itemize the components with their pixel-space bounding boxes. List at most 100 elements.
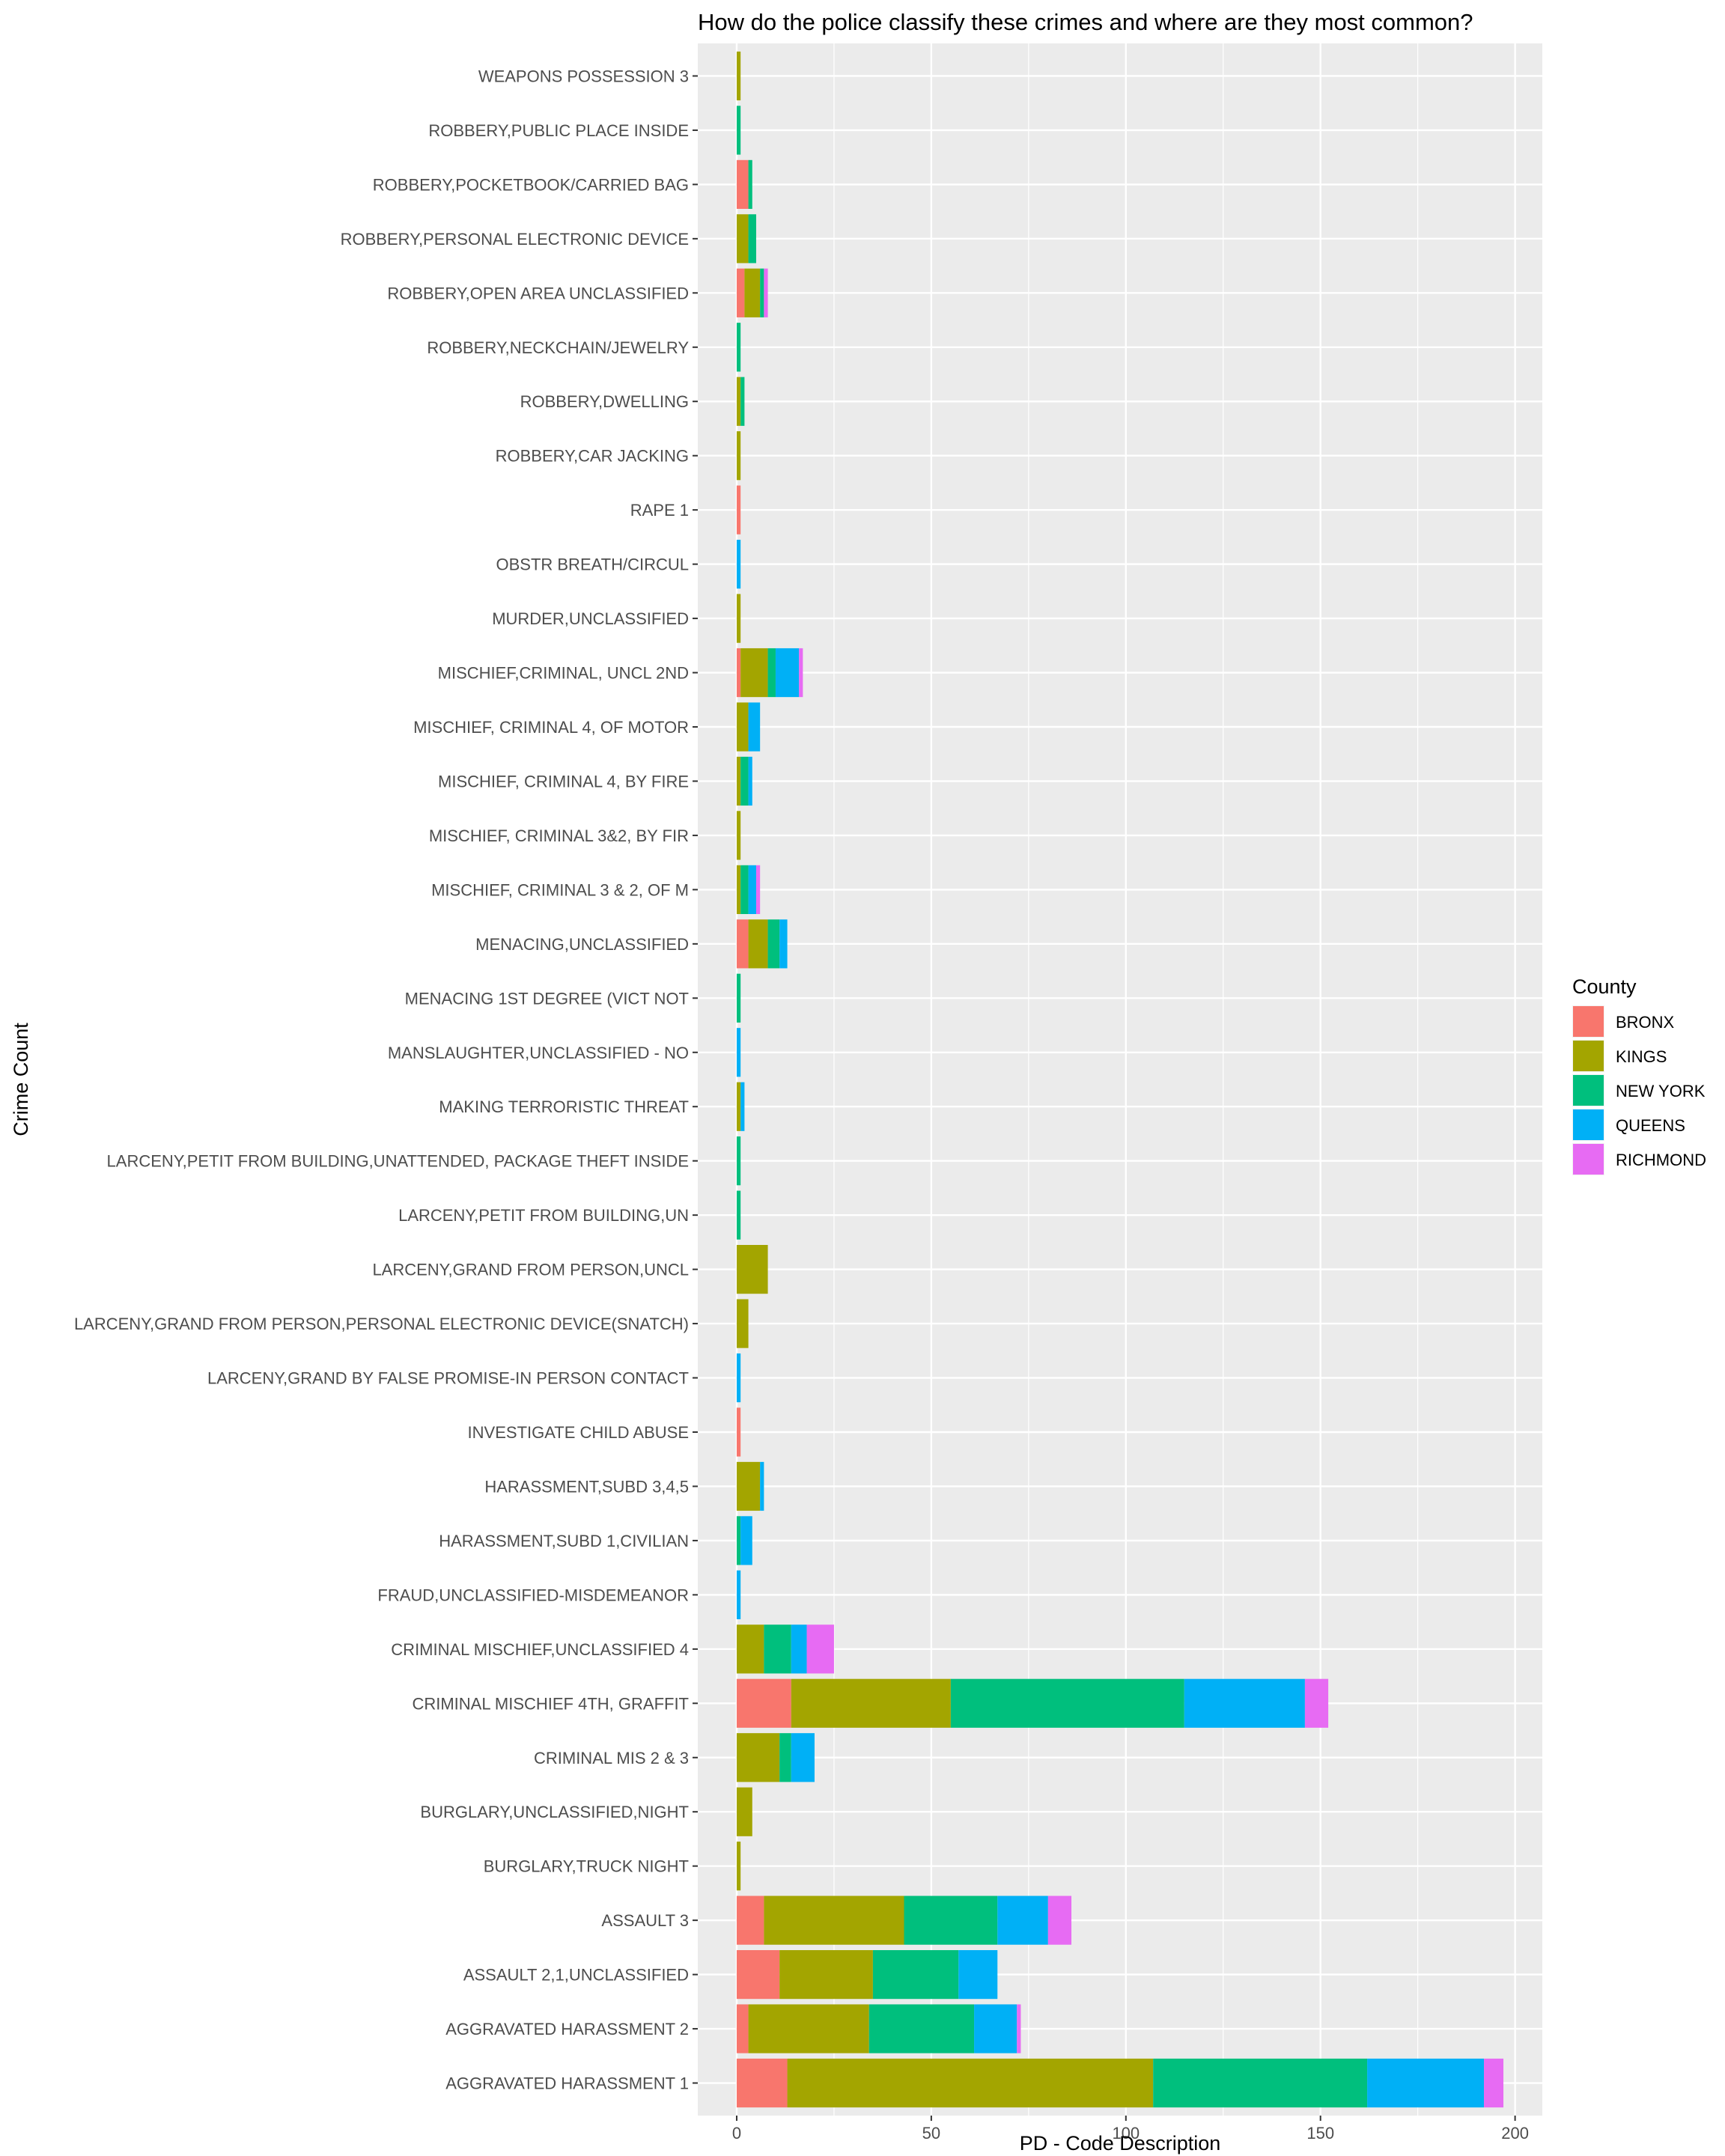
bar-segment — [736, 1842, 741, 1891]
bar-segment — [736, 2004, 749, 2053]
category-label: WEAPONS POSSESSION 3 — [478, 67, 689, 85]
bar-segment — [736, 702, 749, 752]
bar-segment — [791, 1624, 807, 1674]
bar-segment — [736, 1787, 752, 1836]
bars — [736, 51, 1504, 2108]
category-label: BURGLARY,TRUCK NIGHT — [484, 1857, 689, 1876]
bar-segment — [736, 1949, 780, 2000]
bar-segment — [779, 919, 788, 969]
bar-segment — [868, 2004, 975, 2053]
category-label: ROBBERY,PUBLIC PLACE INSIDE — [428, 121, 689, 140]
category-label: LARCENY,PETIT FROM BUILDING,UNATTENDED, … — [107, 1152, 689, 1171]
bar-segment — [748, 2004, 869, 2053]
bar-segment — [740, 756, 749, 806]
bar-segment — [736, 485, 741, 535]
bar-segment — [806, 1624, 834, 1674]
bar-segment — [1017, 2004, 1021, 2053]
bar-segment — [740, 377, 745, 426]
category-label: FRAUD,UNCLASSIFIED-MISDEMEANOR — [377, 1586, 689, 1604]
x-tick-label: 0 — [732, 2124, 741, 2143]
category-label: MENACING 1ST DEGREE (VICT NOT — [405, 989, 689, 1008]
bar-segment — [748, 702, 761, 752]
category-label: ASSAULT 2,1,UNCLASSIFIED — [463, 1966, 689, 1985]
bar-segment — [736, 431, 741, 481]
bar-segment — [740, 1516, 752, 1565]
bar-segment — [744, 268, 761, 317]
category-label: MAKING TERRORISTIC THREAT — [439, 1097, 689, 1116]
category-label: ASSAULT 3 — [601, 1911, 689, 1930]
bar-segment — [872, 1949, 959, 2000]
category-label: MANSLAUGHTER,UNCLASSIFIED - NO — [388, 1044, 689, 1062]
category-label: HARASSMENT,SUBD 1,CIVILIAN — [439, 1532, 689, 1550]
category-label: MISCHIEF, CRIMINAL 4, OF MOTOR — [413, 718, 689, 737]
bar-segment — [736, 268, 745, 317]
bar-segment — [736, 159, 749, 210]
category-label: MISCHIEF, CRIMINAL 3&2, BY FIR — [429, 826, 689, 845]
bar-segment — [1304, 1678, 1329, 1728]
legend-label: KINGS — [1616, 1047, 1667, 1066]
category-label: BURGLARY,UNCLASSIFIED,NIGHT — [420, 1803, 689, 1821]
bar-segment — [767, 919, 780, 969]
bar-segment — [748, 159, 752, 210]
bar-segment — [760, 1461, 764, 1511]
legend-label: NEW YORK — [1616, 1082, 1706, 1100]
bar-segment — [799, 648, 803, 698]
bar-segment — [791, 1733, 815, 1782]
legend-swatch — [1573, 1075, 1604, 1106]
bar-segment — [736, 756, 741, 806]
category-label: LARCENY,GRAND FROM PERSON,PERSONAL ELECT… — [74, 1315, 689, 1333]
bar-segment — [764, 1624, 791, 1674]
bar-segment — [775, 648, 800, 698]
category-label: CRIMINAL MISCHIEF,UNCLASSIFIED 4 — [391, 1640, 689, 1659]
category-label: OBSTR BREATH/CIRCUL — [496, 555, 689, 574]
bar-segment — [736, 1190, 741, 1240]
bar-segment — [779, 1949, 873, 2000]
bar-segment — [787, 2058, 1154, 2108]
category-label: MISCHIEF, CRIMINAL 4, BY FIRE — [438, 772, 689, 791]
bar-segment — [736, 973, 741, 1023]
plot-panel — [698, 43, 1542, 2116]
category-label: HARASSMENT,SUBD 3,4,5 — [484, 1477, 689, 1496]
bar-segment — [736, 919, 749, 969]
bar-segment — [736, 1136, 741, 1186]
category-label: ROBBERY,PERSONAL ELECTRONIC DEVICE — [341, 230, 689, 249]
category-label: ROBBERY,NECKCHAIN/JEWELRY — [427, 338, 689, 357]
bar-segment — [748, 919, 768, 969]
bar-segment — [736, 51, 741, 101]
bar-segment — [1367, 2058, 1485, 2108]
category-label: MISCHIEF, CRIMINAL 3 & 2, OF M — [431, 880, 689, 899]
legend-label: RICHMOND — [1616, 1151, 1706, 1169]
x-axis: 0 50 100 150 200 — [732, 2116, 1529, 2143]
category-label: ROBBERY,POCKETBOOK/CARRIED BAG — [373, 175, 689, 194]
bar-segment — [736, 1407, 741, 1457]
bar-segment — [736, 1028, 741, 1077]
bar-segment — [736, 648, 741, 698]
legend-swatch — [1573, 1144, 1604, 1175]
category-label: ROBBERY,CAR JACKING — [496, 447, 689, 466]
category-label: MISCHIEF,CRIMINAL, UNCL 2ND — [438, 664, 689, 683]
bar-segment — [1184, 1678, 1305, 1728]
bar-segment — [736, 594, 741, 643]
bar-segment — [736, 1516, 741, 1565]
bar-segment — [736, 1733, 780, 1782]
x-tick-label: 200 — [1501, 2124, 1529, 2143]
bar-segment — [736, 2058, 788, 2108]
bar-segment — [764, 1895, 904, 1945]
bar-segment — [1153, 2058, 1368, 2108]
x-axis-title: PD - Code Description — [1020, 2132, 1221, 2155]
bar-segment — [736, 1245, 768, 1294]
x-tick-label: 150 — [1306, 2124, 1334, 2143]
category-label: AGGRAVATED HARASSMENT 1 — [445, 2074, 689, 2093]
bar-segment — [950, 1678, 1184, 1728]
bar-segment — [736, 1570, 741, 1619]
bar-segment — [736, 1624, 764, 1674]
category-label: AGGRAVATED HARASSMENT 2 — [445, 2020, 689, 2038]
bar-segment — [736, 214, 749, 264]
chart-title: How do the police classify these crimes … — [698, 9, 1473, 35]
bar-segment — [740, 1082, 745, 1131]
bar-segment — [736, 1353, 741, 1403]
x-tick-label: 100 — [1112, 2124, 1140, 2143]
bar-segment — [1484, 2058, 1504, 2108]
y-axis-title: Crime Count — [10, 1023, 32, 1136]
